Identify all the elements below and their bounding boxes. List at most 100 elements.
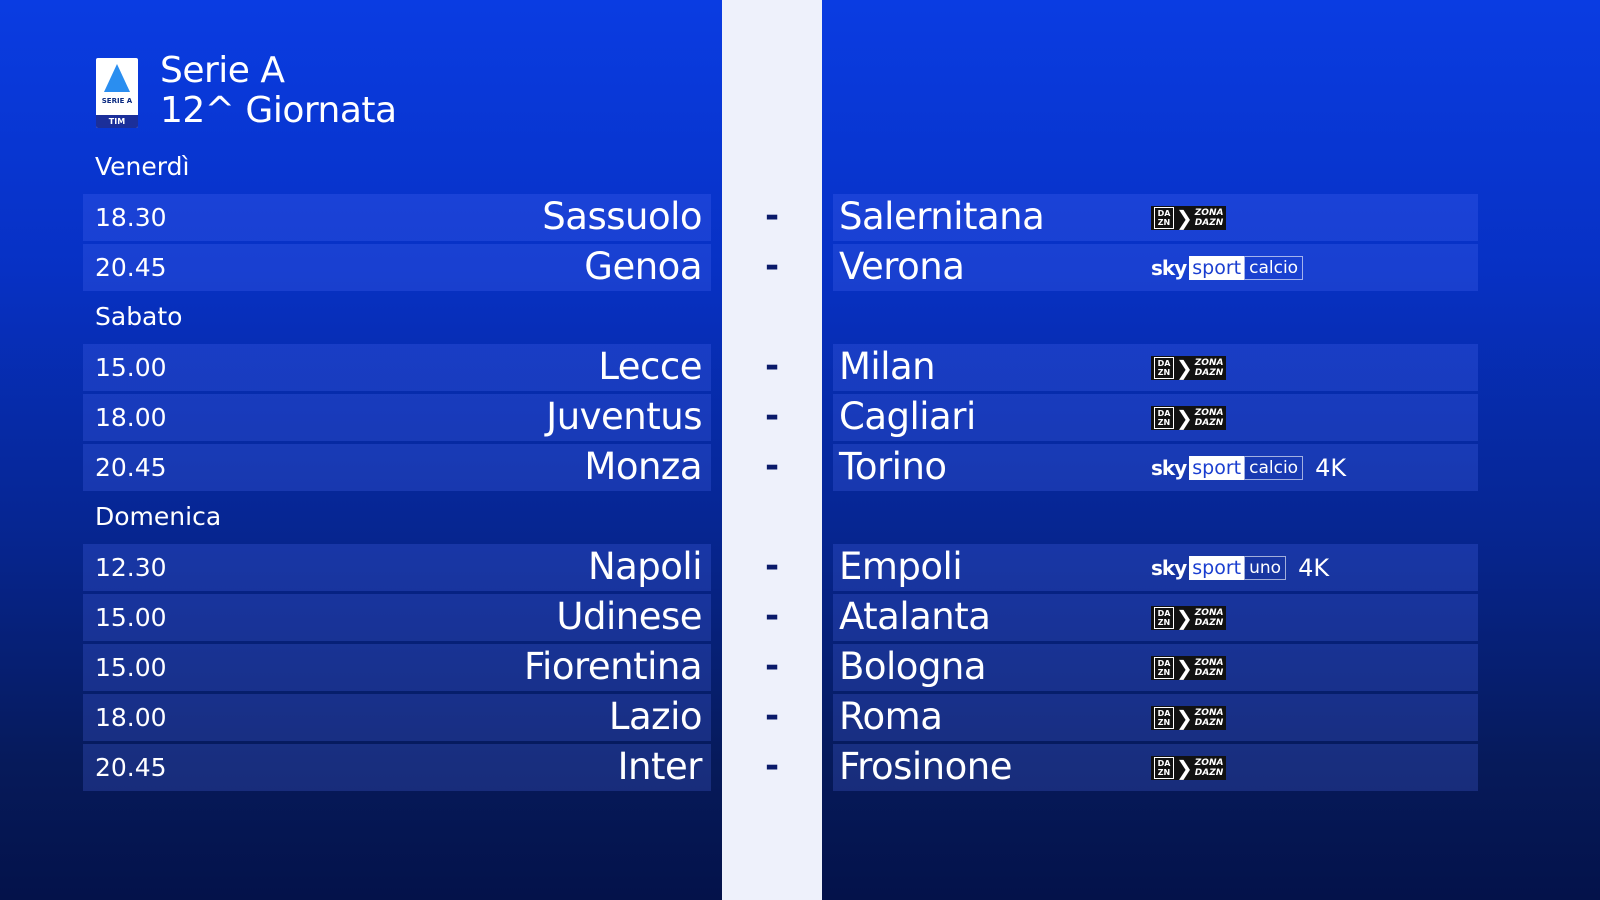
zona-text: ZONA bbox=[1194, 608, 1224, 618]
dazn-text: DAZN bbox=[1194, 668, 1224, 678]
zona-dazn-logo: DA ZN ❯ ZONA DAZN bbox=[1151, 606, 1227, 630]
zona-dazn-logo: DA ZN ❯ ZONA DAZN bbox=[1151, 706, 1227, 730]
vs-separator: - bbox=[764, 696, 780, 736]
match-row-home: 15.00 Udinese bbox=[83, 594, 711, 641]
home-team: Sassuolo bbox=[542, 195, 702, 238]
vs-separator: - bbox=[764, 396, 780, 436]
dazn-mark: DA ZN bbox=[1154, 757, 1174, 779]
matchday-title: 12^ Giornata bbox=[160, 90, 397, 131]
zona-text: ZONA bbox=[1194, 208, 1224, 218]
broadcaster-logo: DA ZN ❯ ZONA DAZN bbox=[1151, 355, 1227, 381]
dazn-mark: DA ZN bbox=[1154, 657, 1174, 679]
dazn-mark-bottom: ZN bbox=[1157, 418, 1171, 427]
zona-dazn-text: ZONA DAZN bbox=[1195, 408, 1224, 428]
chevron-right-icon: ❯ bbox=[1176, 606, 1193, 630]
vs-separator: - bbox=[764, 746, 780, 786]
match-row-away: Frosinone DA ZN ❯ ZONA DAZN bbox=[833, 744, 1478, 791]
channel-name: calcio bbox=[1244, 256, 1304, 280]
zona-dazn-text: ZONA DAZN bbox=[1195, 608, 1224, 628]
chevron-right-icon: ❯ bbox=[1176, 206, 1193, 230]
away-team: Verona bbox=[839, 245, 965, 288]
chevron-right-icon: ❯ bbox=[1176, 356, 1193, 380]
broadcaster-logo: DA ZN ❯ ZONA DAZN bbox=[1151, 655, 1227, 681]
away-team: Torino bbox=[839, 445, 947, 488]
zona-text: ZONA bbox=[1194, 408, 1224, 418]
kickoff-time: 15.00 bbox=[95, 653, 167, 682]
channel-name: uno bbox=[1244, 556, 1287, 580]
broadcaster-logo: sky sport calcio bbox=[1151, 255, 1304, 281]
broadcaster-logo: DA ZN ❯ ZONA DAZN bbox=[1151, 605, 1227, 631]
vs-separator: - bbox=[764, 596, 780, 636]
dazn-mark-top: DA bbox=[1157, 759, 1171, 768]
vs-separator: - bbox=[764, 246, 780, 286]
sky-logo: sky bbox=[1151, 556, 1187, 580]
dazn-mark: DA ZN bbox=[1154, 357, 1174, 379]
away-team: Salernitana bbox=[839, 195, 1045, 238]
dazn-mark-bottom: ZN bbox=[1157, 618, 1171, 627]
dazn-mark-top: DA bbox=[1157, 709, 1171, 718]
match-row-away: Bologna DA ZN ❯ ZONA DAZN bbox=[833, 644, 1478, 691]
dazn-text: DAZN bbox=[1194, 718, 1224, 728]
logo-sponsor: TIM bbox=[96, 115, 138, 128]
dazn-text: DAZN bbox=[1194, 418, 1224, 428]
day-label: Domenica bbox=[95, 502, 222, 531]
dazn-mark-bottom: ZN bbox=[1157, 218, 1171, 227]
zona-dazn-logo: DA ZN ❯ ZONA DAZN bbox=[1151, 406, 1227, 430]
chevron-right-icon: ❯ bbox=[1176, 756, 1193, 780]
home-team: Genoa bbox=[584, 245, 702, 288]
home-team: Udinese bbox=[556, 595, 702, 638]
match-row-home: 20.45 Inter bbox=[83, 744, 711, 791]
away-team: Frosinone bbox=[839, 745, 1012, 788]
quality-badge: 4K bbox=[1315, 454, 1347, 482]
match-row-home: 18.30 Sassuolo bbox=[83, 194, 711, 241]
match-row-home: 15.00 Fiorentina bbox=[83, 644, 711, 691]
sport-logo: sport bbox=[1189, 256, 1245, 280]
dazn-mark-top: DA bbox=[1157, 409, 1171, 418]
dazn-mark-top: DA bbox=[1157, 209, 1171, 218]
dazn-mark-top: DA bbox=[1157, 359, 1171, 368]
day-label: Venerdì bbox=[95, 152, 190, 181]
zona-dazn-text: ZONA DAZN bbox=[1195, 358, 1224, 378]
kickoff-time: 12.30 bbox=[95, 553, 167, 582]
match-row-home: 12.30 Napoli bbox=[83, 544, 711, 591]
kickoff-time: 20.45 bbox=[95, 753, 167, 782]
dazn-mark-top: DA bbox=[1157, 659, 1171, 668]
away-team: Bologna bbox=[839, 645, 987, 688]
home-team: Fiorentina bbox=[523, 645, 703, 688]
away-team: Milan bbox=[839, 345, 936, 388]
zona-dazn-text: ZONA DAZN bbox=[1195, 758, 1224, 778]
home-team: Inter bbox=[617, 745, 703, 788]
page-title: Serie A bbox=[160, 50, 285, 91]
vs-separator: - bbox=[764, 446, 780, 486]
zona-dazn-logo: DA ZN ❯ ZONA DAZN bbox=[1151, 656, 1227, 680]
dazn-mark: DA ZN bbox=[1154, 707, 1174, 729]
match-row-home: 18.00 Lazio bbox=[83, 694, 711, 741]
broadcaster-logo: DA ZN ❯ ZONA DAZN bbox=[1151, 755, 1227, 781]
match-row-away: Roma DA ZN ❯ ZONA DAZN bbox=[833, 694, 1478, 741]
broadcaster-logo: DA ZN ❯ ZONA DAZN bbox=[1151, 705, 1227, 731]
match-row-away: Atalanta DA ZN ❯ ZONA DAZN bbox=[833, 594, 1478, 641]
match-row-away: Milan DA ZN ❯ ZONA DAZN bbox=[833, 344, 1478, 391]
dazn-text: DAZN bbox=[1194, 768, 1224, 778]
broadcaster-logo: sky sport calcio 4K bbox=[1151, 454, 1347, 482]
home-team: Monza bbox=[584, 445, 702, 488]
match-row-away: Cagliari DA ZN ❯ ZONA DAZN bbox=[833, 394, 1478, 441]
match-row-away: Salernitana DA ZN ❯ ZONA DAZN bbox=[833, 194, 1478, 241]
kickoff-time: 18.00 bbox=[95, 403, 167, 432]
home-team: Lazio bbox=[608, 695, 703, 738]
sport-logo: sport bbox=[1189, 556, 1245, 580]
away-team: Empoli bbox=[839, 545, 963, 588]
home-team: Juventus bbox=[546, 395, 702, 438]
dazn-mark-bottom: ZN bbox=[1157, 718, 1171, 727]
dazn-mark: DA ZN bbox=[1154, 207, 1174, 229]
dazn-text: DAZN bbox=[1194, 218, 1224, 228]
chevron-right-icon: ❯ bbox=[1176, 706, 1193, 730]
away-team: Roma bbox=[839, 695, 943, 738]
kickoff-time: 18.00 bbox=[95, 703, 167, 732]
sky-logo: sky bbox=[1151, 456, 1187, 480]
serie-a-logo: SERIE A TIM bbox=[96, 58, 138, 128]
match-row-away: Torino sky sport calcio 4K bbox=[833, 444, 1478, 491]
logo-text: SERIE A bbox=[101, 97, 133, 105]
match-row-home: 15.00 Lecce bbox=[83, 344, 711, 391]
dazn-mark-bottom: ZN bbox=[1157, 768, 1171, 777]
